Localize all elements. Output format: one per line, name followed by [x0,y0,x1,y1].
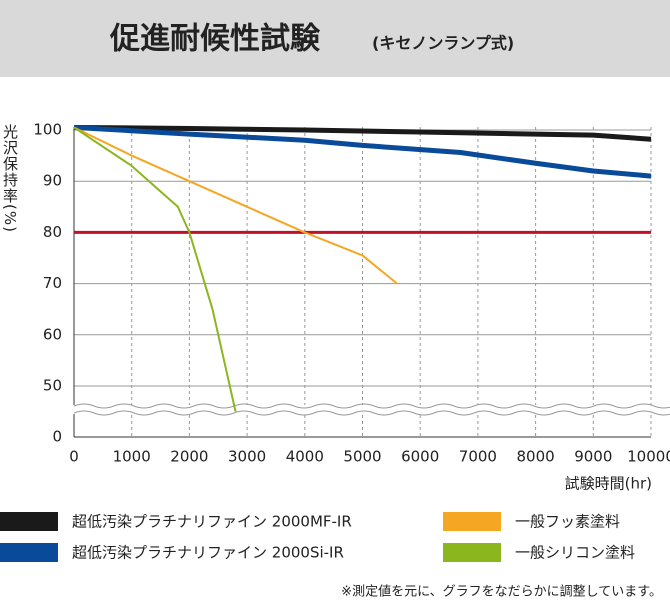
x-tick-label: 8000 [517,448,555,466]
chart-title: 促進耐候性試験 [109,22,321,57]
legend-label: 超低汚染プラチナリファイン 2000Si-IR [72,544,344,562]
header-band [0,0,670,77]
legend-swatch [0,543,58,562]
y-tick-label: 0 [52,428,62,446]
axis-break-gap [73,405,652,414]
legend-swatch [443,512,501,531]
y-tick-label: 60 [43,325,62,343]
y-tick-label: 90 [43,172,62,190]
legend-label: 一般フッ素塗料 [515,513,620,531]
x-tick-label: 6000 [401,448,439,466]
x-tick-label: 2000 [170,448,208,466]
axis-break [73,403,670,409]
series-line [73,124,652,179]
series-line [73,124,652,142]
legend-swatch [443,543,501,562]
series-line [73,126,237,412]
legend-swatch [0,512,58,531]
series-line [73,126,398,285]
y-tick-label: 80 [43,223,62,241]
axis-break [73,410,670,416]
y-tick-label: 70 [43,274,62,292]
x-tick-label: 1000 [113,448,151,466]
footnote: ※測定値を元に、グラフをなだらかに調整しています。 [341,584,662,600]
y-axis-label: 光沢保持率(%) [1,124,19,233]
y-tick-label: 100 [33,121,62,139]
x-tick-label: 4000 [286,448,324,466]
x-tick-label: 3000 [228,448,266,466]
y-tick-label: 50 [43,377,62,395]
legend-label: 一般シリコン塗料 [515,544,635,562]
legend-label: 超低汚染プラチナリファイン 2000MF-IR [72,513,352,531]
x-tick-label: 5000 [343,448,381,466]
chart-subtitle: (キセノンランプ式) [372,34,514,53]
x-tick-label: 7000 [459,448,497,466]
x-tick-label: 0 [69,448,79,466]
x-axis-label: 試験時間(hr) [565,475,652,493]
x-tick-label: 9000 [574,448,612,466]
